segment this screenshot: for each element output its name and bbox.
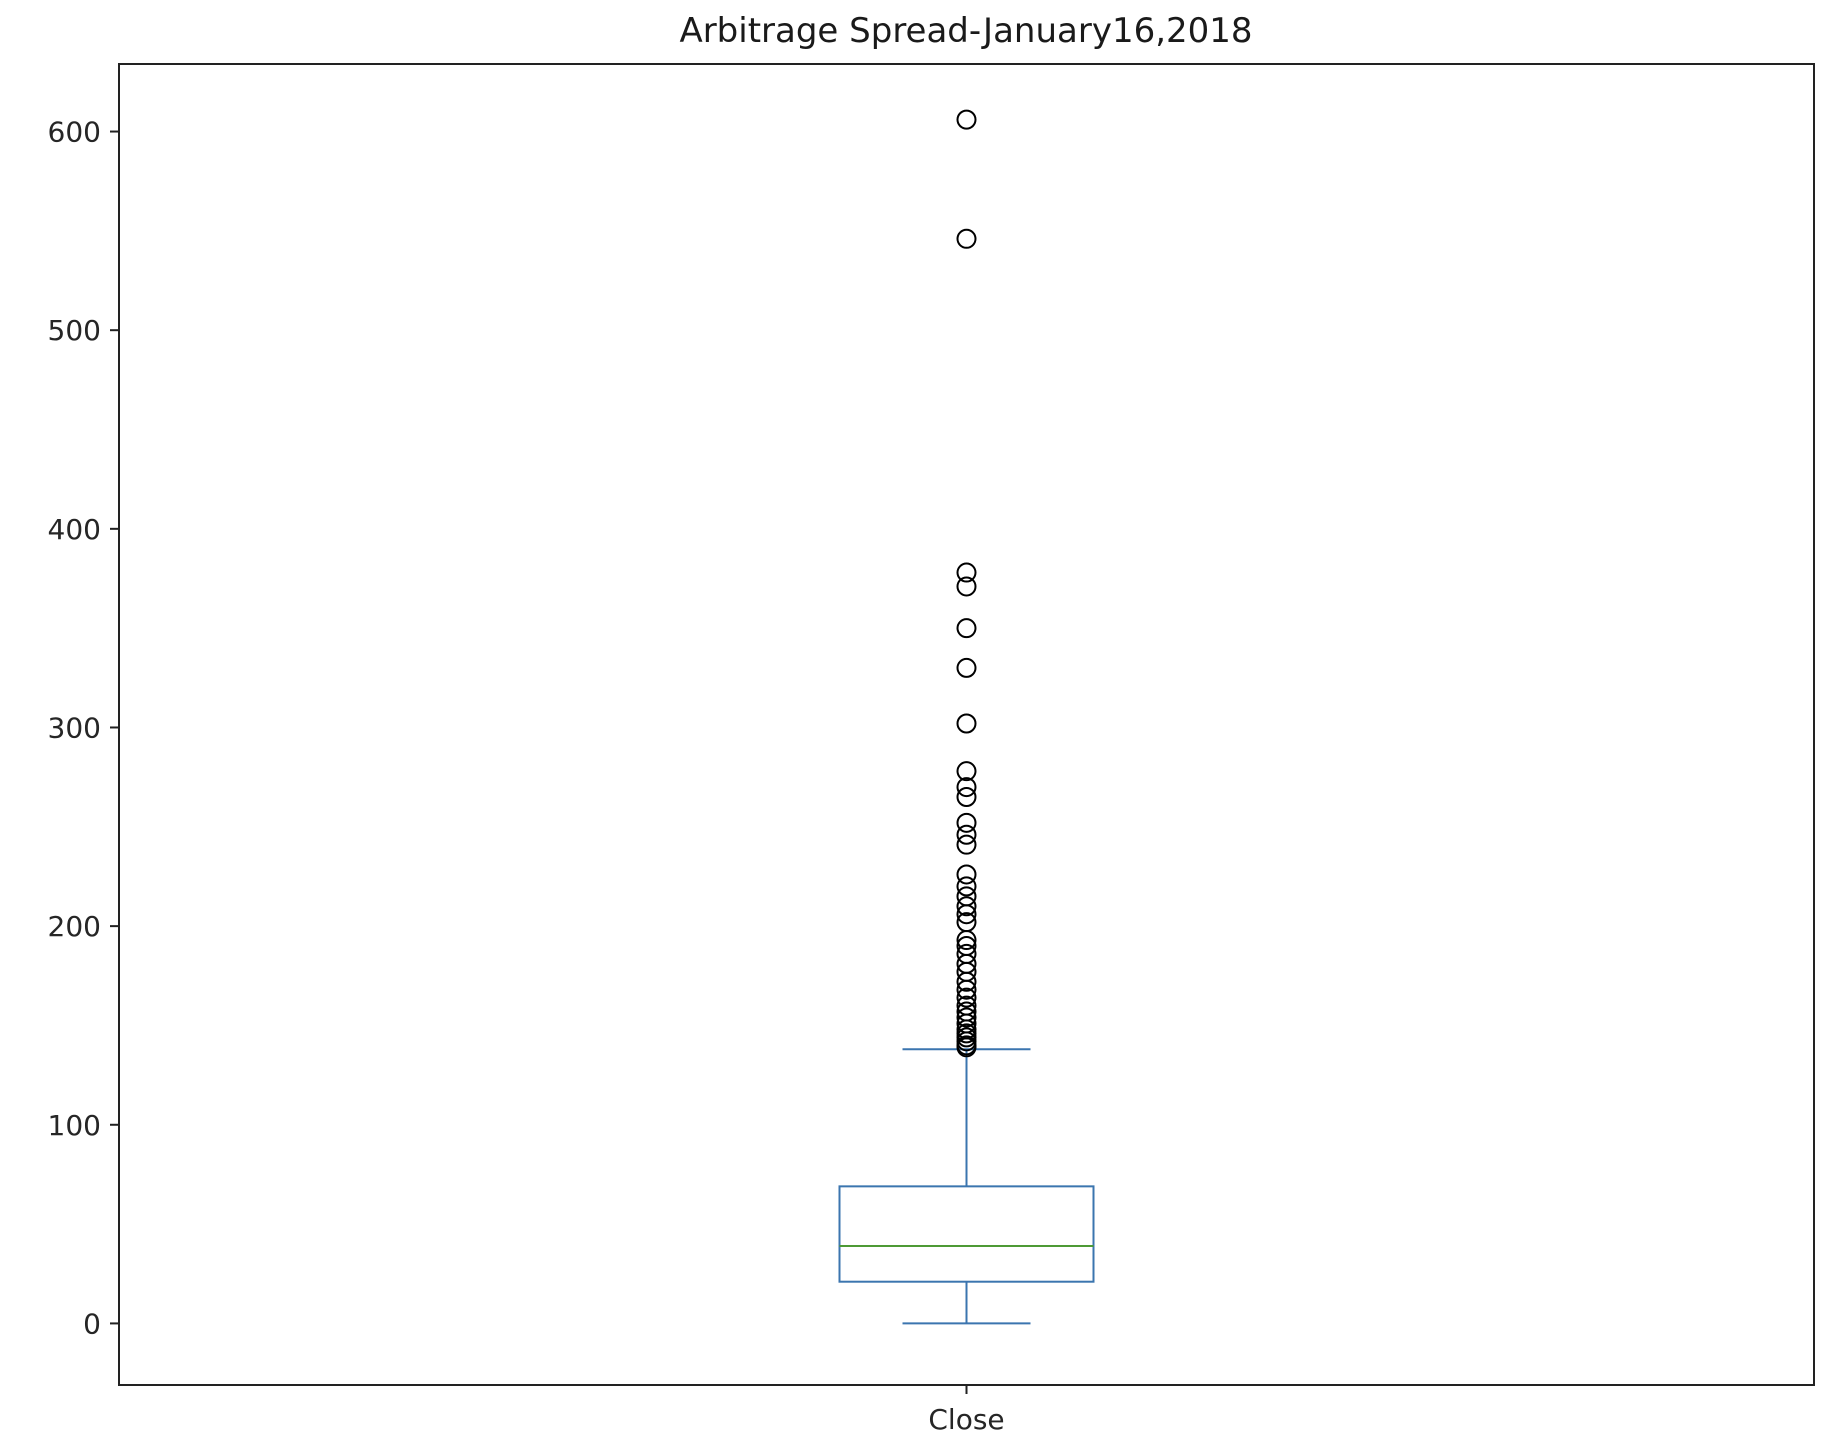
outlier-point <box>956 812 977 833</box>
y-tick-label: 200 <box>48 910 101 943</box>
outlier-point <box>956 876 977 897</box>
outlier-point <box>956 896 977 917</box>
plot-area-frame <box>118 63 1815 1386</box>
outlier-point <box>956 1037 977 1058</box>
x-axis: Close <box>928 1385 1005 1432</box>
outlier-point <box>956 930 977 951</box>
outlier-point <box>956 904 977 925</box>
y-tick-label: 100 <box>48 1109 101 1142</box>
box-plot-series <box>838 109 1095 1325</box>
outlier-point <box>956 761 977 782</box>
outlier-point <box>956 971 977 992</box>
outlier-point <box>956 834 977 855</box>
outlier-point <box>956 987 977 1008</box>
outlier-point <box>956 657 977 678</box>
y-tick-label: 0 <box>83 1307 101 1340</box>
y-tick-label: 300 <box>48 711 101 744</box>
outlier-point <box>956 824 977 845</box>
y-tick-label: 600 <box>48 116 101 149</box>
outlier-point <box>956 864 977 885</box>
chart-title: Arbitrage Spread-January16,2018 <box>679 11 1252 51</box>
outlier-point <box>956 777 977 798</box>
outlier-point <box>956 787 977 808</box>
outlier-point <box>956 228 977 249</box>
y-tick-label: 400 <box>48 513 101 546</box>
y-tick-label: 500 <box>48 314 101 347</box>
outlier-point <box>956 562 977 583</box>
outlier-point <box>956 979 977 1000</box>
interquartile-box <box>838 1185 1095 1283</box>
outlier-point <box>956 1007 977 1028</box>
outlier-point <box>956 618 977 639</box>
outlier-point <box>956 109 977 130</box>
outlier-point <box>956 713 977 734</box>
outlier-point <box>956 576 977 597</box>
x-tick-label: Close <box>928 1403 1004 1432</box>
y-axis: 0 100 200 300 400 500 600 <box>48 116 119 1340</box>
